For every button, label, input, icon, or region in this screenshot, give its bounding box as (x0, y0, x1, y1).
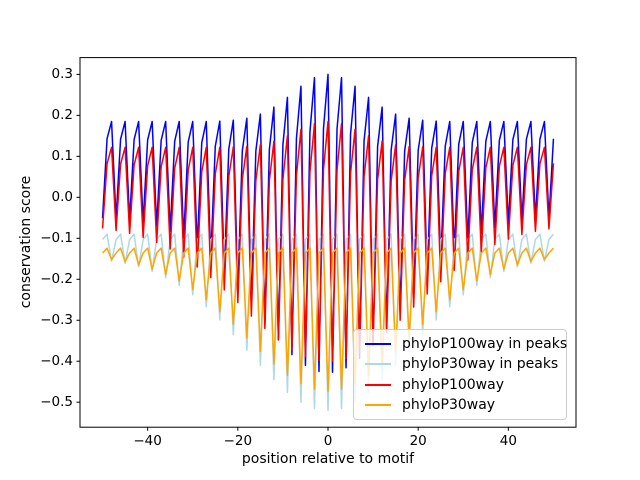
y-tick-label: −0.4 (40, 353, 73, 370)
series-line-1 (101, 73, 555, 374)
legend-item: phyloP30way (365, 395, 558, 415)
axes-box (79, 57, 577, 428)
x-tick-label: 20 (409, 433, 427, 450)
legend-label: phyloP30way (402, 396, 496, 413)
y-tick-label: −0.5 (40, 394, 73, 411)
legend-line-swatch (365, 403, 391, 406)
x-tick-label: −20 (223, 433, 253, 450)
x-axis-label: position relative to motif (241, 451, 415, 467)
legend-label: phyloP30way in peaks (402, 356, 559, 373)
legend-line-swatch (365, 383, 391, 386)
legend-item: phyloP100way (365, 375, 558, 395)
y-tick-label: 0.1 (51, 148, 73, 165)
legend-item: phyloP100way in peaks (365, 334, 567, 354)
y-axis-label: conservation score (18, 175, 34, 309)
legend-line-swatch (365, 363, 391, 366)
legend-line-swatch (365, 343, 391, 346)
y-tick-label: 0.2 (51, 107, 73, 124)
x-ticks (147, 427, 509, 431)
y-tick-label: −0.1 (40, 230, 73, 247)
y-tick-label: −0.2 (40, 271, 73, 288)
legend-label: phyloP100way in peaks (402, 336, 568, 353)
series-group (101, 73, 555, 412)
series-line-4 (101, 247, 555, 392)
y-ticks (76, 73, 80, 403)
x-tick-label: 0 (323, 433, 333, 450)
y-tick-label: 0.0 (51, 189, 73, 206)
y-tick-label: 0.3 (51, 66, 73, 83)
legend-item: phyloP30way in peaks (365, 354, 558, 374)
legend-label: phyloP100way (402, 376, 504, 393)
legend: phyloP100way in peaks phyloP30way in peak… (353, 329, 567, 420)
y-tick-label: −0.3 (40, 312, 73, 329)
x-tick-label: −40 (133, 433, 162, 450)
x-tick-label: 40 (499, 433, 517, 450)
series-line-3 (101, 120, 555, 362)
